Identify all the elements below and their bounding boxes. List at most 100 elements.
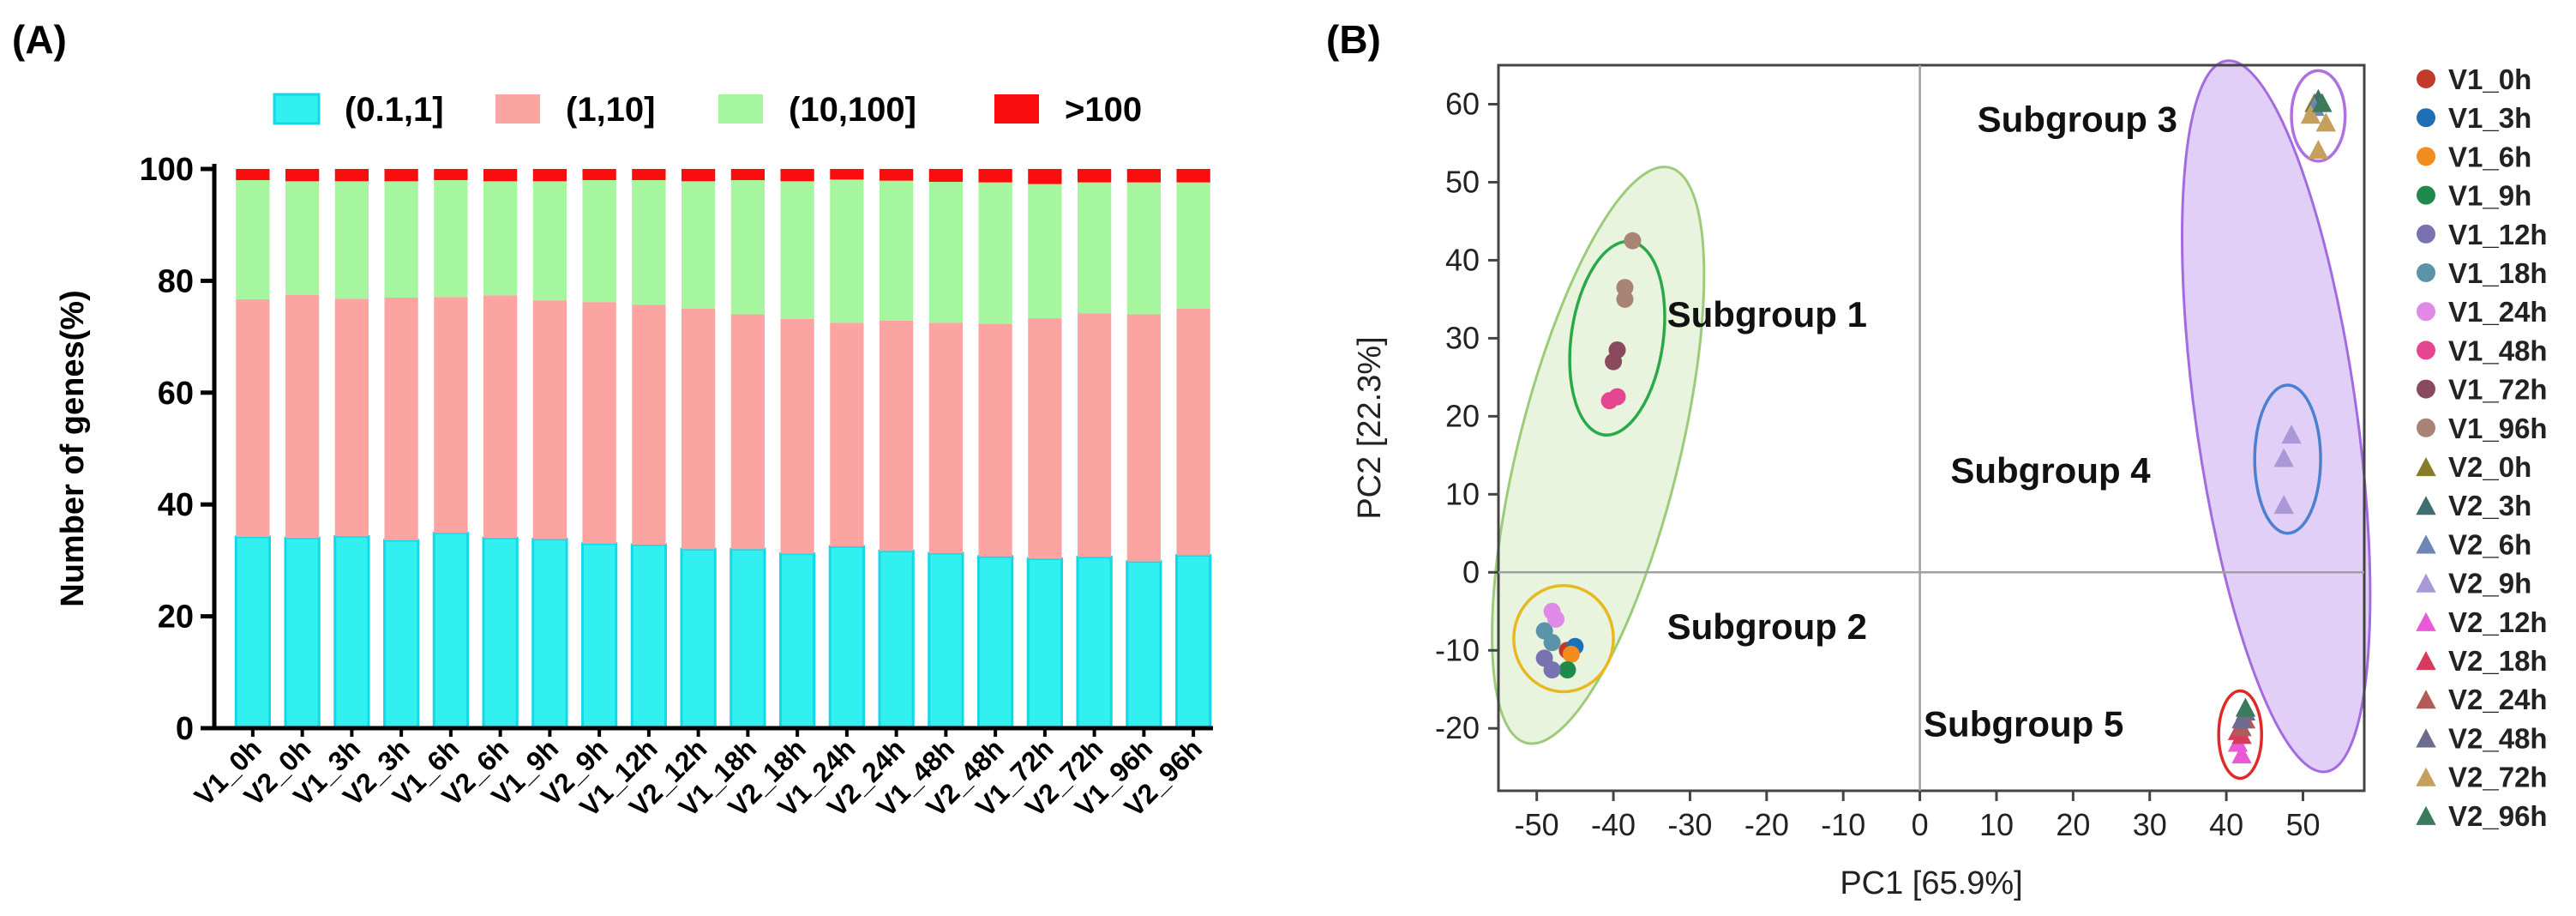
bar-10-100-v1-12h [632, 180, 666, 305]
bar-10-100-v1-9h [532, 181, 567, 301]
point-v2-96h [2235, 697, 2256, 717]
bar-0-1-1-v2-18h [778, 552, 816, 730]
y-axis-title: Number of genes(%) [55, 290, 91, 606]
bar-100-v1-0h [236, 169, 270, 181]
bar-100-v1-6h [434, 169, 468, 181]
legend-marker-v1-9h [2417, 185, 2435, 205]
y-tick-label: 60 [1445, 86, 1480, 121]
pca-points [1535, 88, 2337, 764]
bar-1-10-v2-0h [285, 294, 320, 539]
legend-label-v1-6h: V1_6h [2448, 141, 2531, 172]
bar-10-100-v2-3h [384, 181, 418, 298]
legend-label-v2-24h: V2_24h [2448, 684, 2548, 715]
point-v1-24h [1547, 610, 1565, 628]
legend-label-v1-18h: V1_18h [2448, 257, 2548, 289]
bar-100-v1-9h [532, 169, 567, 182]
bar-10-100-v1-3h [334, 181, 369, 299]
bar-1-10-v1-6h [434, 297, 468, 533]
bar-1-10-v1-72h [1028, 318, 1062, 559]
x-tick-label: 30 [2133, 807, 2167, 842]
bar-10-100-v2-72h [1077, 182, 1112, 314]
plot-frame [1497, 63, 2366, 792]
y-tick-label: 0 [1462, 554, 1480, 589]
legend-marker-v1-3h [2417, 108, 2435, 128]
bar-0-1-1-v1-18h [730, 547, 766, 730]
y-axis-title: PC2 [22.3%] [1352, 336, 1388, 519]
legend-label-0-1-1: (0.1,1] [345, 91, 444, 129]
legend-marker-v1-18h [2417, 263, 2435, 282]
bar-100-v2-96h [1176, 169, 1210, 183]
bar-100-v2-72h [1077, 169, 1112, 183]
bar-100-v1-96h [1126, 169, 1162, 183]
panel-a-label: (A) [12, 17, 67, 62]
bar-0-1-1-v2-72h [1076, 555, 1113, 730]
x-tick-label: -10 [1821, 807, 1865, 842]
legend-label-v2-3h: V2_3h [2448, 490, 2531, 521]
ellipse-subgroup-4 [2253, 383, 2322, 535]
legend-label-v1-24h: V1_24h [2448, 296, 2548, 328]
y-tick-label: 0 [176, 711, 194, 747]
legend-marker-v2-24h [2416, 690, 2436, 709]
legend-marker-v2-9h [2416, 573, 2436, 593]
bar-0-1-1-v1-6h [432, 531, 470, 730]
bar-1-10-v1-48h [928, 322, 964, 553]
legend-marker-v2-6h [2416, 534, 2436, 554]
point-v1-48h [1608, 388, 1626, 406]
legend-marker-v2-12h [2416, 612, 2436, 631]
point-v2-72h [2308, 140, 2329, 160]
bar-100-v1-18h [730, 169, 766, 181]
bar-10-100-v1-18h [730, 180, 766, 315]
bar-10-100-v2-96h [1176, 182, 1210, 309]
point-v1-9h [1558, 661, 1576, 678]
point-v1-96h [1624, 232, 1642, 250]
legend-label-100: >100 [1065, 91, 1142, 129]
bar-0-1-1-v2-12h [680, 547, 717, 730]
bar-10-100-v1-6h [434, 180, 468, 298]
y-tick-label: -10 [1435, 632, 1480, 667]
panel-b-label: (B) [1326, 17, 1381, 62]
legend-marker-v2-0h [2416, 457, 2436, 477]
point-v1-96h [1616, 290, 1634, 308]
bar-100-v1-12h [632, 169, 666, 181]
legend-label-v2-6h: V2_6h [2448, 528, 2531, 560]
bar-100-v2-18h [780, 169, 814, 182]
legend-label-v2-48h: V2_48h [2448, 722, 2548, 754]
bar-1-10-v1-0h [236, 298, 270, 538]
bar-10-100-v2-0h [285, 181, 320, 295]
bar-100-v2-9h [582, 169, 616, 181]
bar-1-10-v2-72h [1077, 313, 1112, 557]
legend-label-v1-3h: V1_3h [2448, 102, 2531, 134]
point-v1-6h [1562, 645, 1580, 663]
point-v1-18h [1543, 634, 1561, 652]
bar-1-10-v1-3h [334, 298, 369, 537]
bar-0-1-1-v2-0h [284, 536, 321, 730]
ellipse-subgroup-5 [2217, 689, 2263, 780]
point-v2-96h [2312, 93, 2333, 112]
subgroup-labels: Subgroup 1 Subgroup 2 Subgroup 3 Subgroup 4… [1667, 99, 2177, 744]
bar-plot-area [234, 169, 1212, 730]
point-v2-72h [2315, 112, 2337, 132]
bar-legend: (0.1,1] (1,10] (10,100] >100 [273, 91, 1142, 129]
y-tick-label: 20 [1445, 398, 1480, 433]
point-v2-12h [2231, 744, 2252, 764]
x-tick-label: 40 [2209, 807, 2243, 842]
bar-0-1-1-v2-9h [580, 542, 618, 730]
legend-swatch-100 [994, 94, 1039, 124]
x-tick-label: 10 [1979, 807, 2014, 842]
legend-label-v2-12h: V2_12h [2448, 606, 2548, 638]
point-v2-9h [2273, 494, 2294, 515]
y-tick-label: -20 [1435, 710, 1480, 745]
bar-0-1-1-v1-96h [1126, 560, 1162, 730]
y-tick-label: 20 [158, 600, 194, 636]
legend-marker-v1-24h [2417, 302, 2435, 322]
bar-1-10-v1-12h [632, 304, 666, 545]
legend-swatch-0-1-1 [273, 93, 321, 125]
legend-marker-v1-96h [2417, 418, 2435, 437]
bar-100-v2-0h [285, 169, 320, 182]
x-tick-label: 20 [2056, 807, 2090, 842]
legend-label-v2-9h: V2_9h [2448, 568, 2531, 600]
point-v1-72h [1608, 341, 1626, 359]
annotation-subgroup-5: Subgroup 5 [1924, 704, 2123, 744]
legend-marker-v1-12h [2417, 224, 2435, 244]
